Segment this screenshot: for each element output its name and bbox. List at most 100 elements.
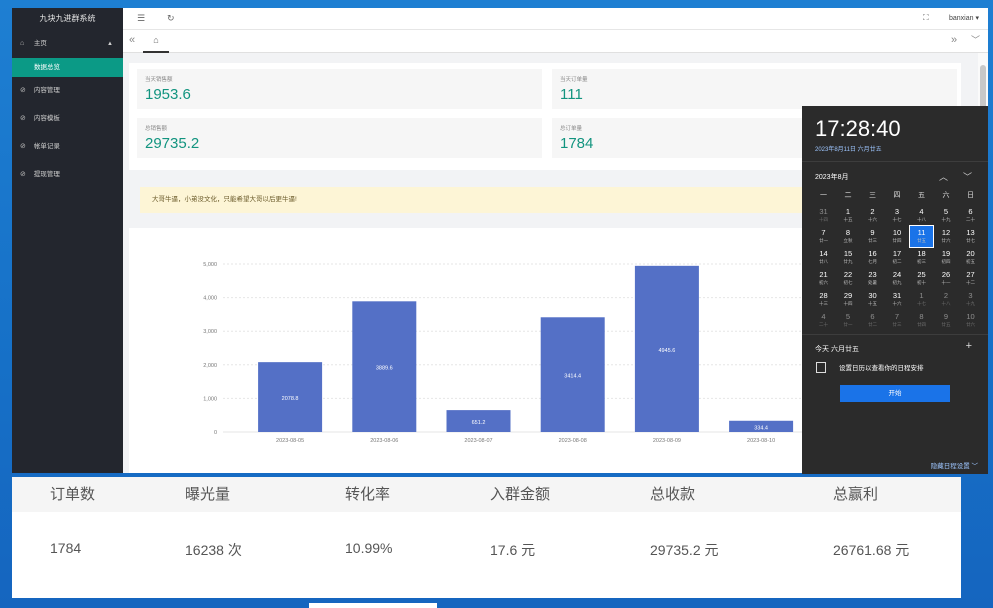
today-label: 今天 六月廿五 bbox=[815, 346, 859, 353]
calendar-day[interactable]: 3 十九 bbox=[959, 289, 982, 310]
lunar-date: 十四 bbox=[843, 301, 853, 306]
calendar-day[interactable]: 8 廿四 bbox=[910, 310, 933, 331]
day-number: 19 bbox=[941, 249, 951, 258]
calendar-day[interactable]: 16 七月 bbox=[861, 247, 884, 268]
calendar-day[interactable]: 2 十八 bbox=[935, 289, 958, 310]
lunar-date: 廿六 bbox=[966, 322, 975, 327]
calendar-day[interactable]: 10 廿六 bbox=[959, 310, 982, 331]
lunar-date: 廿八 bbox=[819, 259, 828, 264]
clock-date[interactable]: 2023年8月11日 六月廿五 bbox=[815, 147, 882, 153]
tab-bar: « ⌂ » ﹀ bbox=[123, 30, 988, 53]
lunar-date: 廿六 bbox=[941, 238, 951, 243]
calendar-day[interactable]: 28 十三 bbox=[812, 289, 835, 310]
sidebar-item-content-templates[interactable]: ⊘ 内容模板 bbox=[12, 105, 123, 133]
day-number: 11 bbox=[917, 228, 926, 237]
x-tick-label: 2023-08-08 bbox=[559, 438, 587, 444]
sidebar-item-withdrawals[interactable]: ⊘ 提现管理 bbox=[12, 161, 123, 189]
menu-toggle-icon[interactable]: ☰ bbox=[137, 13, 146, 23]
day-number: 9 bbox=[943, 312, 949, 321]
header-total-received: 总收款 bbox=[650, 486, 696, 503]
calendar-day[interactable]: 2 十六 bbox=[861, 205, 884, 226]
bar-data-label: 3414.4 bbox=[564, 374, 581, 380]
day-number: 4 bbox=[821, 312, 826, 321]
calendar-day[interactable]: 7 廿三 bbox=[886, 310, 909, 331]
calendar-day[interactable]: 6 廿二 bbox=[861, 310, 884, 331]
sidebar-item-data-overview[interactable]: 数据总览 bbox=[12, 58, 123, 77]
lunar-date: 十六 bbox=[892, 301, 902, 306]
calendar-day[interactable]: 31 十六 bbox=[886, 289, 909, 310]
calendar-day[interactable]: 1 十七 bbox=[910, 289, 933, 310]
calendar-day[interactable]: 14 廿八 bbox=[812, 247, 835, 268]
calendar-day[interactable]: 17 初二 bbox=[886, 247, 909, 268]
day-number: 2 bbox=[870, 207, 875, 216]
calendar-day[interactable]: 11 廿五 bbox=[909, 225, 934, 248]
circle-check-icon: ⊘ bbox=[20, 87, 26, 94]
calendar-day[interactable]: 15 廿九 bbox=[837, 247, 860, 268]
calendar-day[interactable]: 5 廿一 bbox=[837, 310, 860, 331]
calendar-day[interactable]: 19 初四 bbox=[935, 247, 958, 268]
day-number: 26 bbox=[941, 270, 951, 279]
calendar-day[interactable]: 23 处暑 bbox=[861, 268, 884, 289]
weekday-label: 五 bbox=[918, 192, 925, 199]
calendar-day[interactable]: 4 二十 bbox=[812, 310, 835, 331]
calendar-day[interactable]: 5 十九 bbox=[935, 205, 958, 226]
tab-home[interactable]: ⌂ bbox=[143, 30, 169, 53]
calendar-day[interactable]: 7 廿一 bbox=[812, 226, 835, 247]
day-number: 16 bbox=[868, 249, 877, 258]
fullscreen-icon[interactable]: ⛶ bbox=[923, 13, 929, 22]
stat-value: 29735.2 bbox=[145, 135, 200, 152]
calendar-day[interactable]: 1 十五 bbox=[837, 205, 860, 226]
calendar-day[interactable]: 12 廿六 bbox=[935, 226, 958, 247]
calendar-day[interactable]: 30 十五 bbox=[861, 289, 884, 310]
hide-agenda-link[interactable]: 隐藏日程设置 ﹀ bbox=[930, 463, 978, 470]
calendar-month[interactable]: 2023年8月 bbox=[815, 174, 849, 181]
day-number: 24 bbox=[892, 270, 902, 279]
sales-bar-chart: 0 1,000 2,000 3,000 4,000 5,000 2078.8 2023-08-… bbox=[203, 262, 961, 444]
calendar-day[interactable]: 3 十七 bbox=[886, 205, 909, 226]
lunar-date: 十一 bbox=[941, 280, 951, 285]
calendar-day[interactable]: 9 廿五 bbox=[935, 310, 958, 331]
tab-scroll-left-button[interactable]: « bbox=[129, 34, 136, 46]
day-number: 28 bbox=[819, 291, 828, 300]
sidebar-item-home[interactable]: ⌂ 主页 ▲ bbox=[12, 30, 123, 58]
chevron-up-icon[interactable]: ︿ bbox=[939, 172, 949, 182]
y-tick-label: 2,000 bbox=[203, 363, 217, 369]
calendar-day[interactable]: 20 初五 bbox=[959, 247, 982, 268]
calendar-day[interactable]: 13 廿七 bbox=[959, 226, 982, 247]
calendar-day[interactable]: 10 廿四 bbox=[886, 226, 909, 247]
calendar-day[interactable]: 22 初七 bbox=[837, 268, 860, 289]
sidebar-item-content-management[interactable]: ⊘ 内容管理 bbox=[12, 77, 123, 105]
calendar-day[interactable]: 25 初十 bbox=[910, 268, 933, 289]
stat-value: 1953.6 bbox=[145, 86, 191, 103]
chevron-down-icon[interactable]: ﹀ bbox=[971, 35, 981, 45]
lunar-date: 初三 bbox=[917, 259, 926, 264]
lunar-date: 廿九 bbox=[843, 259, 853, 264]
chevron-down-icon[interactable]: ﹀ bbox=[963, 172, 973, 182]
y-tick-label: 3,000 bbox=[203, 329, 217, 335]
calendar-day[interactable]: 21 初六 bbox=[812, 268, 835, 289]
lunar-date: 二十 bbox=[966, 217, 975, 222]
start-button[interactable]: 开始 bbox=[840, 385, 950, 402]
add-event-icon[interactable]: + bbox=[965, 340, 972, 352]
calendar-day[interactable]: 31 十四 bbox=[812, 205, 835, 226]
bar-data-label: 4945.6 bbox=[658, 348, 675, 354]
scrollbar-thumb[interactable] bbox=[980, 65, 986, 145]
tab-scroll-right-button[interactable]: » bbox=[951, 34, 958, 46]
header-conversion: 转化率 bbox=[345, 486, 391, 503]
calendar-day[interactable]: 4 十八 bbox=[910, 205, 933, 226]
calendar-day[interactable]: 6 二十 bbox=[959, 205, 982, 226]
stat-today-sales: 当天销售额 1953.6 bbox=[137, 69, 542, 109]
sidebar-item-bill-records[interactable]: ⊘ 帐单记录 bbox=[12, 133, 123, 161]
sidebar-item-label: 内容管理 bbox=[33, 87, 60, 94]
day-number: 31 bbox=[892, 291, 902, 300]
day-number: 8 bbox=[845, 228, 851, 237]
calendar-day[interactable]: 26 十一 bbox=[935, 268, 958, 289]
user-menu[interactable]: banxian ▾ bbox=[949, 15, 979, 22]
refresh-icon[interactable]: ↻ bbox=[167, 13, 175, 23]
calendar-day[interactable]: 9 廿三 bbox=[861, 226, 884, 247]
calendar-day[interactable]: 18 初三 bbox=[910, 247, 933, 268]
calendar-day[interactable]: 8 立秋 bbox=[837, 226, 860, 247]
calendar-day[interactable]: 29 十四 bbox=[837, 289, 860, 310]
calendar-day[interactable]: 24 初九 bbox=[886, 268, 909, 289]
calendar-day[interactable]: 27 十二 bbox=[959, 268, 982, 289]
